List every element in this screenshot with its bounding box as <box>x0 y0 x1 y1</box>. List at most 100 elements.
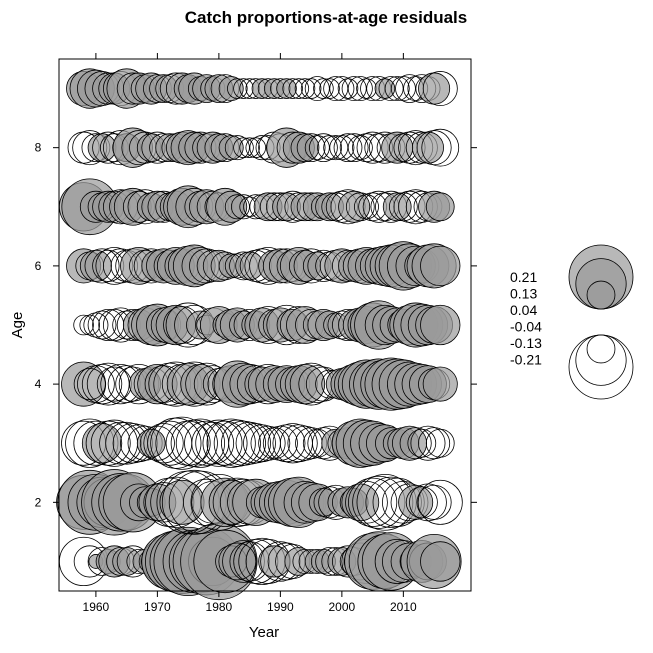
residual-bubble <box>425 428 455 458</box>
legend-bubble <box>586 280 616 310</box>
residual-bubble <box>420 304 461 346</box>
x-tick-label: 1990 <box>267 600 294 614</box>
residual-bubble <box>313 78 334 99</box>
y-tick-label: 8 <box>35 141 42 155</box>
residual-bubble <box>294 78 316 99</box>
legend-label: -0.04 <box>510 319 542 335</box>
residual-bubble <box>195 419 243 467</box>
bubble-layer <box>56 68 463 601</box>
residual-bubble <box>206 418 256 468</box>
residual-bubble <box>250 425 286 461</box>
residual-bubble <box>329 76 355 102</box>
residual-bubble <box>79 314 101 336</box>
residual-bubble <box>279 424 318 463</box>
legend-label: -0.13 <box>510 335 542 351</box>
residual-bubble <box>353 194 379 220</box>
residual-bubble <box>399 427 432 460</box>
residual-bubble <box>347 135 373 161</box>
legend-label: -0.21 <box>510 352 542 368</box>
residual-bubble <box>84 248 120 284</box>
residual-bubble <box>421 128 460 167</box>
residual-bubble <box>73 314 94 336</box>
x-axis: 1960 1970 1980 1990 2000 2010 <box>83 53 417 614</box>
residual-bubble <box>418 427 451 460</box>
residual-bubble <box>345 192 375 222</box>
x-tick-label: 2000 <box>329 600 356 614</box>
residual-bubble <box>417 479 463 525</box>
residual-bubble <box>317 135 343 161</box>
residual-bubble <box>224 135 250 161</box>
y-axis: 2 4 6 8 <box>35 141 477 509</box>
residual-bubble <box>378 76 404 102</box>
residual-bubble <box>191 421 235 465</box>
residual-bubble <box>384 76 410 102</box>
residual-bubble <box>304 135 330 161</box>
residual-bubble <box>276 78 297 99</box>
y-tick-label: 2 <box>35 495 42 509</box>
residual-bubble <box>202 420 248 466</box>
bubble-size-legend: 0.210.130.04-0.04-0.13-0.21 <box>510 244 634 400</box>
residual-bubble <box>339 133 369 163</box>
residual-bubble <box>416 484 452 520</box>
legend-label: 0.04 <box>510 302 537 318</box>
residual-bubble <box>136 428 166 458</box>
y-tick-label: 4 <box>35 377 42 391</box>
residual-bubble <box>296 133 326 163</box>
residual-bubble <box>288 78 310 99</box>
x-tick-label: 1970 <box>144 600 171 614</box>
residual-bubble <box>143 423 184 464</box>
residual-bubble <box>420 245 461 287</box>
legend-label: 0.21 <box>510 269 537 285</box>
residual-bubble <box>422 71 458 107</box>
y-tick-label: 6 <box>35 259 42 273</box>
legend-label: 0.13 <box>510 286 537 302</box>
residual-bubble <box>329 135 355 161</box>
residual-bubble <box>175 418 226 468</box>
residual-bubble <box>227 78 248 99</box>
residual-bubble <box>220 420 266 466</box>
residual-bubble <box>410 425 446 461</box>
residual-bubble <box>425 192 455 222</box>
residual-bubble <box>398 484 434 520</box>
residual-bubble <box>333 133 363 163</box>
residual-bubble <box>282 78 303 99</box>
residual-bubble <box>309 133 338 163</box>
x-tick-label: 1960 <box>83 600 110 614</box>
residual-bubble <box>347 76 373 102</box>
residual-bubble <box>382 192 412 222</box>
y-axis-label: Age <box>9 312 26 339</box>
residual-bubble <box>341 76 367 102</box>
plot-area <box>56 58 472 601</box>
residual-bubble <box>300 78 322 99</box>
residual-bubble <box>348 477 398 527</box>
residual-bubble <box>304 76 330 102</box>
chart-title: Catch proportions-at-age residuals <box>185 8 467 27</box>
x-axis-label: Year <box>249 624 279 641</box>
residual-bubble <box>390 76 416 102</box>
residual-bubble <box>323 135 349 161</box>
plot-frame <box>58 58 472 592</box>
residual-bubble <box>420 541 461 582</box>
residual-bubble <box>218 135 244 161</box>
x-tick-label: 2010 <box>390 600 417 614</box>
residual-bubble <box>422 366 458 402</box>
residual-bubble <box>319 78 340 99</box>
residual-bubble <box>323 76 349 102</box>
residual-bubble <box>224 194 250 220</box>
residual-bubble <box>218 76 244 102</box>
residual-bubble <box>235 423 276 464</box>
x-tick-label: 1980 <box>206 600 233 614</box>
legend-bubble <box>568 334 634 400</box>
residual-bubble <box>405 486 438 519</box>
residual-bubble <box>155 416 209 470</box>
residual-bubble <box>239 137 260 158</box>
residual-bubble <box>228 421 271 465</box>
residual-bubble <box>233 137 254 158</box>
residual-bubble <box>407 428 437 458</box>
residual-bubble <box>218 542 257 581</box>
residual-bubble <box>83 312 109 338</box>
residual-bubble <box>245 137 267 158</box>
residual-bubble <box>213 419 261 467</box>
residual-bubble <box>337 78 359 99</box>
